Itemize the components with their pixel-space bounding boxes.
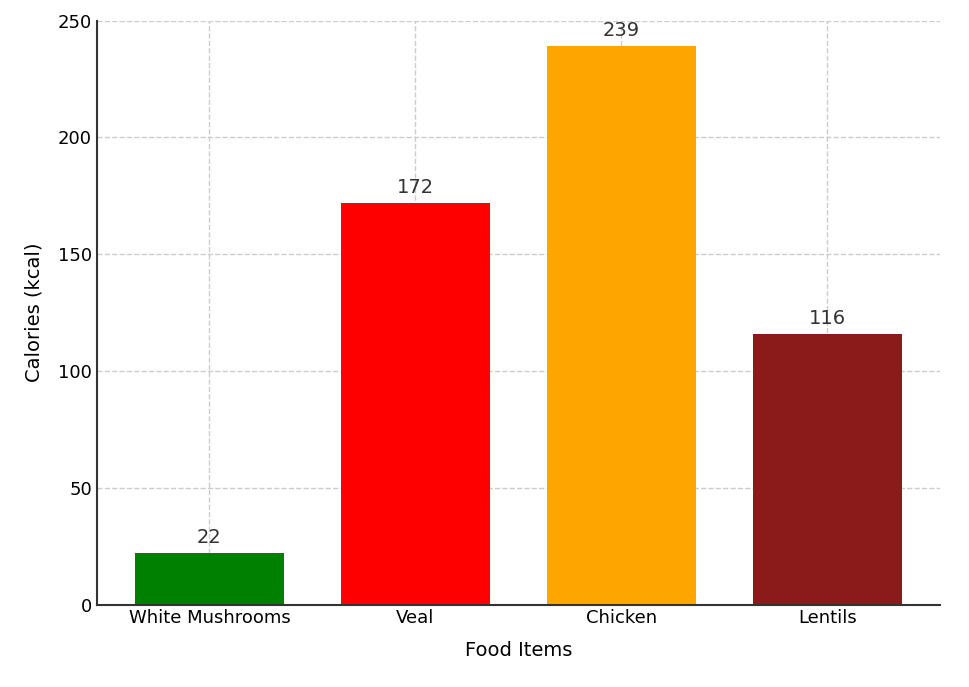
Bar [547,46,696,605]
Text: 116: 116 [809,308,846,328]
Text: 239: 239 [603,21,640,41]
Bar [341,203,489,605]
Bar [753,334,901,605]
Y-axis label: Calories (kcal): Calories (kcal) [25,243,44,383]
X-axis label: Food Items: Food Items [465,641,572,660]
Text: 172: 172 [397,178,434,197]
Text: 22: 22 [197,528,222,548]
Bar [136,553,284,605]
